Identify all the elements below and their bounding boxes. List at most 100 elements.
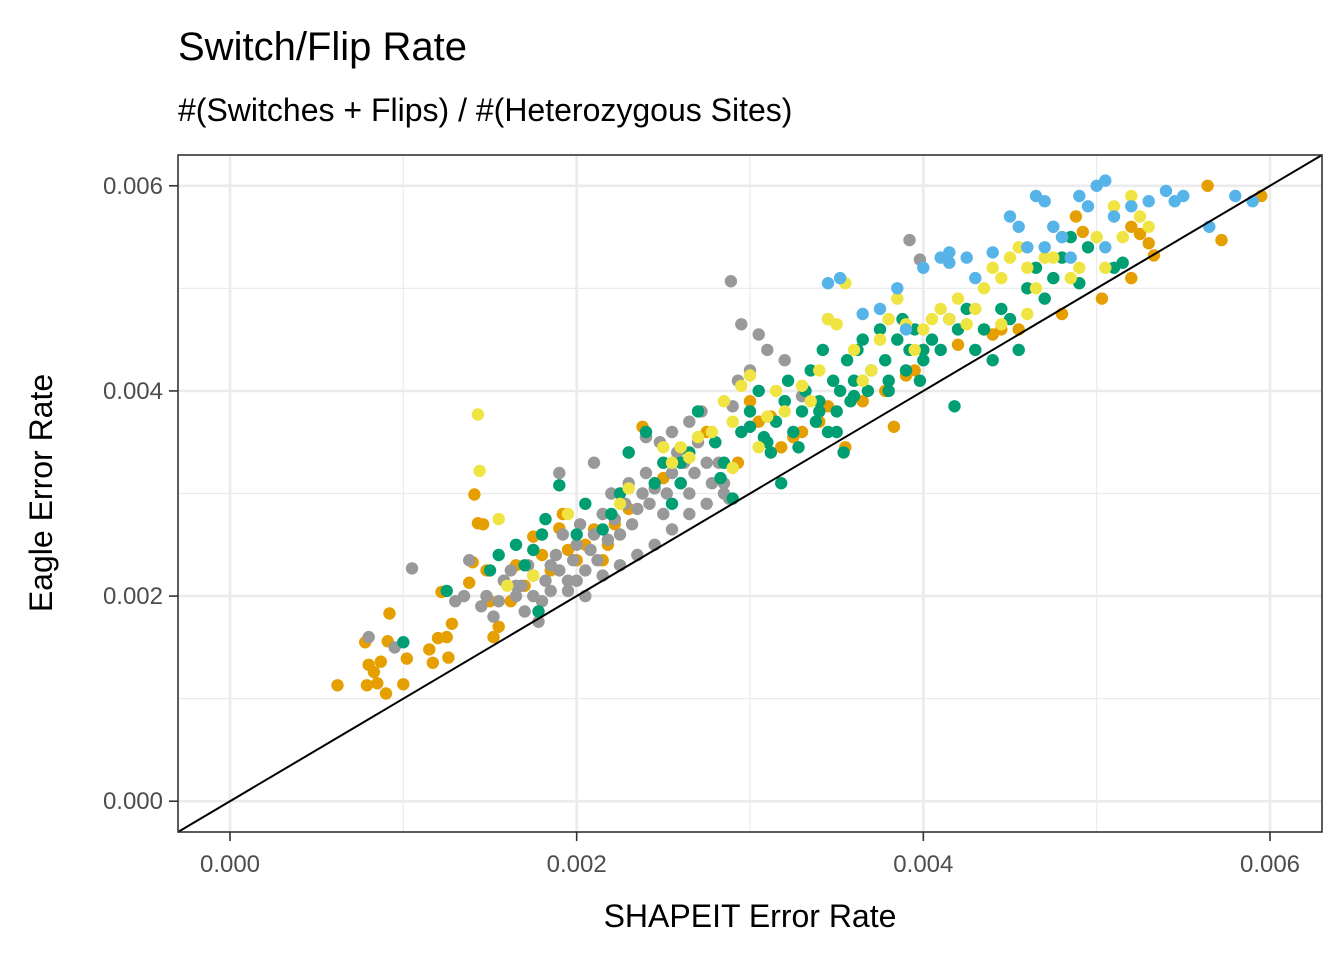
data-point-green [856,333,869,346]
data-point-yellow [1099,261,1112,274]
data-point-yellow [1107,200,1121,213]
data-point-yellow [691,430,705,444]
data-point-orange [397,678,410,691]
data-point-green [483,564,497,577]
data-point-gray [605,487,618,500]
data-point-gray [532,615,545,628]
data-point-gray [596,507,609,521]
data-point-green [1064,230,1077,244]
data-point-green [977,323,991,336]
data-point-green [743,405,757,418]
plot-panel: 0.000 0.002 0.004 0.006 0.000 0.002 0.004 0.006 [103,154,1323,878]
data-point-gray [688,466,701,480]
data-point-orange [1076,225,1090,239]
data-point-green [913,374,927,387]
data-point-gray [613,528,627,541]
data-point-blue [1229,189,1242,203]
data-point-green [535,528,549,541]
data-point-gray [362,630,375,644]
data-point-gray [553,466,566,480]
data-point-yellow [683,451,696,464]
data-point-orange [1142,237,1155,250]
data-point-blue [1099,241,1112,254]
data-point-orange [1215,233,1228,247]
data-point-yellow [726,415,739,428]
data-point-yellow [1021,261,1034,274]
data-point-orange [400,652,413,665]
data-point-gray [504,564,517,577]
data-point-green [847,389,861,403]
data-point-orange [383,607,396,620]
data-point-green [648,477,661,490]
data-point-green [891,333,904,346]
data-point-yellow [1116,230,1129,244]
data-point-yellow [1003,251,1017,264]
data-point-blue [1064,251,1077,264]
data-point-yellow [657,441,670,454]
data-point-green [795,405,809,418]
data-point-gray [601,533,615,546]
data-point-orange [468,488,481,501]
data-point-yellow [561,507,575,521]
data-point-green [1021,282,1034,295]
data-point-yellow [830,318,843,331]
data-point-orange [795,425,809,439]
data-point-yellow [882,312,895,326]
data-point-green [657,456,670,469]
data-point-yellow [752,441,765,454]
data-point-yellow [717,395,731,408]
data-point-gray [657,507,670,521]
data-point-gray [903,233,916,247]
data-point-yellow [726,461,739,475]
data-point-gray [724,275,738,288]
data-point-gray [570,574,583,587]
data-point-orange [331,679,344,692]
data-point-yellow [986,261,999,274]
data-point-orange [908,364,921,377]
data-point-gray [761,343,774,357]
data-point-orange [476,518,490,531]
data-point-yellow [527,569,540,582]
data-point-orange [463,576,476,589]
data-point-yellow [501,579,514,592]
identity-line [177,154,1323,833]
data-point-yellow [908,343,921,357]
data-point-gray [631,502,644,516]
data-point-orange [492,620,505,633]
x-axis-title: SHAPEIT Error Rate [604,898,897,934]
data-point-orange [743,395,757,408]
data-point-gray [487,610,500,623]
data-point-orange [371,677,384,690]
data-point-yellow [1038,251,1051,264]
data-point-yellow [1133,210,1147,223]
data-point-blue [917,261,930,274]
data-point-blue [856,307,869,321]
data-point-gray [625,518,639,531]
data-point-gray [573,518,587,531]
panel-border [177,154,1323,833]
data-point-green [1047,271,1060,285]
data-point-yellow [934,302,947,316]
data-point-green [995,302,1008,316]
data-point-yellow [969,302,982,316]
data-point-green [1029,261,1043,274]
data-point-gray [556,528,569,541]
data-point-gray [639,466,653,480]
data-point-blue [986,246,999,259]
data-point-blue [1081,200,1095,213]
data-point-gray [643,497,656,510]
data-point-gray [475,600,488,613]
data-point-gray [700,497,713,510]
data-point-gray [567,554,580,567]
data-point-gray [665,466,679,480]
data-point-orange [887,420,901,433]
data-point-green [570,528,583,541]
data-point-gray [509,589,523,603]
data-point-yellow [705,425,719,439]
y-tick-label: 0.006 [103,173,163,200]
data-point-green [813,405,826,418]
data-point-blue [1142,195,1155,208]
data-point-yellow [1047,251,1060,264]
x-tick-label: 0.004 [893,851,953,878]
